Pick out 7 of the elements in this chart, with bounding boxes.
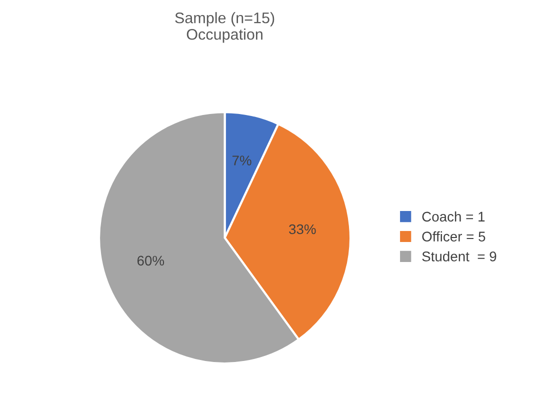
data-label: 7% [232, 156, 252, 166]
chart-title: Sample (n=15) Occupation [175, 12, 274, 43]
legend-label: Student = 9 [422, 251, 496, 262]
data-label: 33% [289, 224, 316, 234]
legend-label: Coach = 1 [422, 211, 485, 222]
data-label: 60% [137, 256, 164, 266]
legend-label: Officer = 5 [422, 231, 486, 242]
